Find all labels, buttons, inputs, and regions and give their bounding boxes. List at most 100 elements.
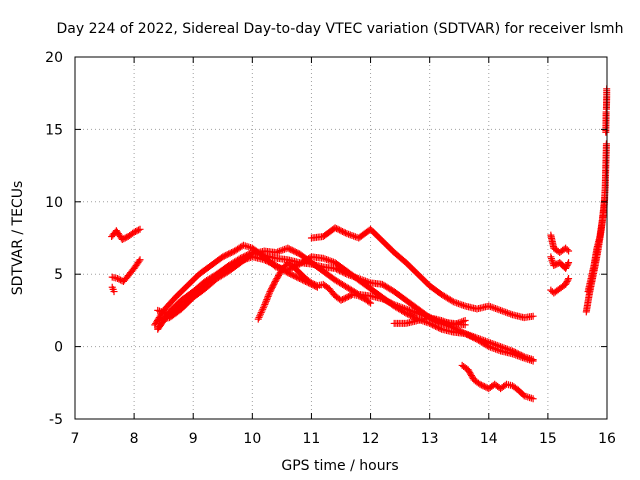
- data-point: [409, 307, 417, 315]
- data-point: [269, 260, 277, 268]
- data-point: [326, 257, 334, 265]
- data-point: [340, 228, 348, 236]
- series-G2: [584, 195, 609, 296]
- data-point: [463, 330, 471, 338]
- data-point: [564, 276, 572, 284]
- data-point: [363, 278, 371, 286]
- data-point: [443, 318, 451, 326]
- data-point: [529, 312, 537, 320]
- data-point: [453, 299, 461, 307]
- data-point: [343, 230, 351, 238]
- data-point: [397, 303, 405, 311]
- data-point: [255, 313, 263, 321]
- series-G3: [602, 85, 611, 136]
- data-point: [259, 304, 267, 312]
- data-point: [340, 295, 348, 303]
- data-point: [458, 328, 466, 336]
- data-point: [488, 344, 496, 352]
- data-point: [240, 256, 248, 264]
- data-point: [488, 303, 496, 311]
- data-point: [336, 226, 344, 234]
- data-point: [331, 264, 339, 272]
- series-A1: [108, 225, 144, 243]
- data-point: [154, 306, 162, 314]
- y-axis-label: SDTVAR / TECUs: [10, 181, 26, 296]
- data-point: [291, 272, 299, 280]
- data-point: [261, 299, 269, 307]
- data-point: [338, 227, 346, 235]
- data-point: [451, 298, 459, 306]
- data-point: [464, 331, 472, 339]
- data-point: [383, 297, 391, 305]
- data-point: [130, 228, 138, 236]
- data-point: [133, 227, 141, 235]
- data-point: [449, 321, 457, 329]
- series-B1: [151, 241, 537, 364]
- data-point: [490, 304, 498, 312]
- data-point: [223, 251, 231, 259]
- data-point: [444, 319, 452, 327]
- data-point: [395, 302, 403, 310]
- data-point: [459, 301, 467, 309]
- data-point: [439, 317, 447, 325]
- y-tick-label: 10: [45, 195, 63, 211]
- data-point: [386, 298, 394, 306]
- data-point: [242, 255, 250, 263]
- series-C1: [254, 259, 375, 323]
- data-point: [120, 235, 128, 243]
- data-point: [461, 330, 469, 338]
- data-point: [338, 268, 346, 276]
- data-point: [479, 382, 487, 390]
- data-point: [451, 320, 459, 328]
- data-point: [512, 351, 520, 359]
- data-point: [448, 297, 456, 305]
- data-point: [351, 273, 359, 281]
- data-point: [272, 248, 280, 256]
- data-point: [361, 277, 369, 285]
- data-point: [114, 275, 122, 283]
- data-point: [238, 257, 246, 265]
- data-point: [264, 292, 272, 300]
- data-point: [394, 302, 402, 310]
- data-point: [341, 294, 349, 302]
- data-point: [338, 296, 346, 304]
- data-point: [355, 275, 363, 283]
- data-point: [454, 300, 462, 308]
- data-point: [288, 271, 296, 279]
- data-point: [565, 247, 573, 255]
- data-point: [290, 272, 298, 280]
- data-point: [563, 246, 571, 254]
- y-tick-label: 0: [54, 340, 63, 356]
- data-point: [486, 303, 494, 311]
- data-point: [387, 299, 395, 307]
- chart-title: Day 224 of 2022, Sidereal Day-to-day VTE…: [57, 21, 624, 37]
- data-point: [260, 256, 268, 264]
- data-point: [226, 249, 234, 257]
- data-point: [220, 252, 228, 260]
- data-point: [274, 248, 282, 256]
- data-point: [455, 327, 463, 335]
- series-F3: [547, 275, 573, 297]
- data-point: [288, 246, 296, 254]
- data-point: [223, 264, 231, 272]
- data-point: [565, 275, 573, 283]
- data-point: [500, 308, 508, 316]
- data-point: [399, 304, 407, 312]
- x-tick-label: 11: [303, 431, 321, 447]
- data-point: [502, 308, 510, 316]
- data-point: [480, 382, 488, 390]
- data-point: [226, 262, 234, 270]
- data-point: [256, 312, 264, 320]
- data-point: [343, 270, 351, 278]
- data-point: [136, 256, 144, 264]
- x-axis-label: GPS time / hours: [281, 458, 398, 474]
- data-point: [510, 350, 518, 358]
- data-point: [470, 334, 478, 342]
- data-point: [279, 246, 287, 254]
- x-tick-label: 15: [539, 431, 557, 447]
- data-point: [231, 260, 239, 268]
- data-point: [258, 307, 266, 315]
- x-tick-label: 12: [362, 431, 380, 447]
- data-point: [404, 306, 412, 314]
- data-point: [287, 246, 295, 254]
